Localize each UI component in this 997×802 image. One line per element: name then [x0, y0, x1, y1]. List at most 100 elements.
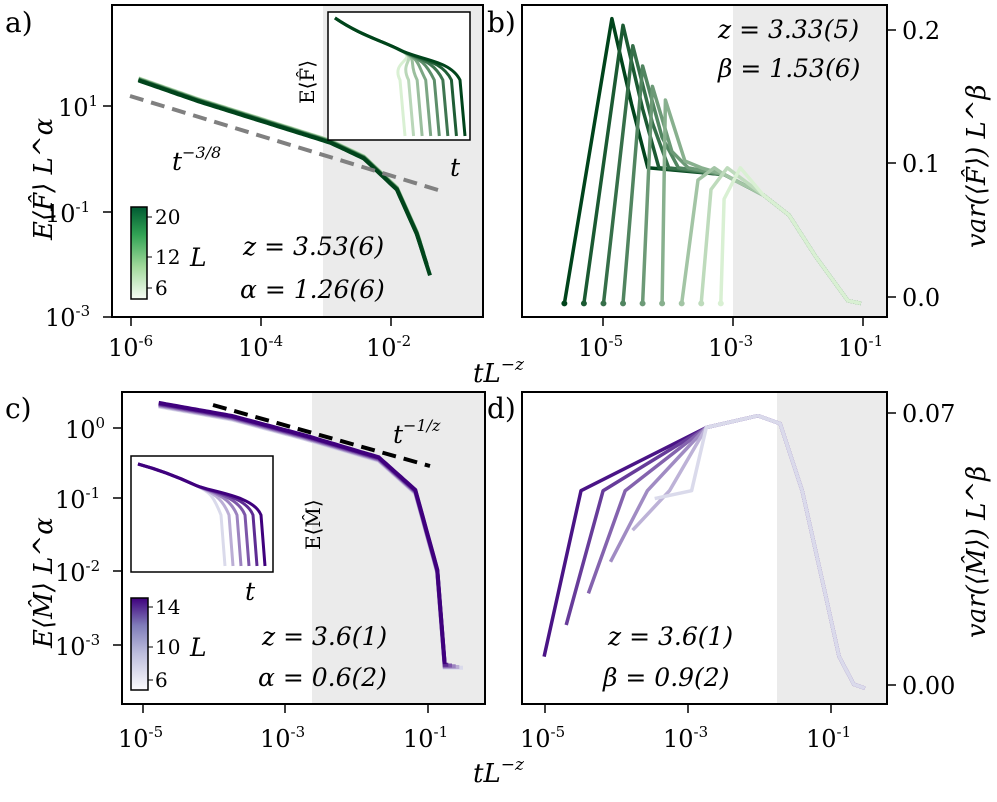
panel-a: a) 101 10-1 10-3 10-6 10-4 10-2 E⟨F̂⟩ L^…: [5, 4, 484, 362]
panel-b-start-5: [639, 300, 646, 307]
panel-a-ytick-1: 101: [58, 92, 98, 122]
panel-d-xtick-3: 10-1: [806, 723, 851, 753]
panel-c-ytick-3: 10-2: [55, 557, 100, 587]
panel-b-beta: β = 1.53(6): [717, 54, 860, 83]
panel-d-ytick-2: 0.00: [902, 672, 955, 700]
panel-d-xtick-1: 10-5: [520, 723, 565, 753]
panel-d-ylabel: var(⟨M̂⟩) L^β: [961, 466, 992, 638]
panel-d-xtick-2: 10-3: [663, 723, 708, 753]
panel-c-xticks: 10-5 10-3 10-1: [118, 704, 448, 753]
panel-b-start-2: [580, 300, 587, 307]
panel-c-cbar-tick-2: 10: [155, 635, 180, 659]
panel-a-xtick-2: 10-4: [238, 332, 283, 362]
panel-a-ylabel: E⟨F̂⟩ L^α: [28, 117, 59, 241]
panel-b-start-4: [620, 300, 627, 307]
panel-b-ytick-3: 0.0: [902, 284, 940, 312]
panel-d-frame: [521, 391, 888, 705]
panel-c-reference-line: [212, 403, 431, 468]
panel-b-start-3: [600, 300, 607, 307]
panel-c-inset-curves: [137, 462, 267, 567]
panel-c-ylabel: E⟨M̂⟩ L^α: [28, 517, 59, 649]
panel-b-xtick-2: 10-3: [708, 332, 753, 362]
panel-a-reference-line: [129, 94, 439, 192]
panel-a-cbar-tick-1: 20: [155, 205, 180, 229]
panel-c-xtick-3: 10-1: [403, 723, 448, 753]
panel-a-xtick-3: 10-2: [366, 332, 411, 362]
panel-a-inset-series-8: [334, 16, 467, 137]
panel-a-curves: [137, 76, 432, 277]
panel-c-colorbar: 14 10 6 L: [130, 595, 207, 692]
panel-a-inset-curves: [334, 16, 467, 137]
panel-c-ytick-4: 10-3: [55, 631, 100, 661]
panel-c-inset: E⟨M̂⟩ t: [130, 455, 325, 606]
panel-c-curves: [158, 400, 463, 670]
panel-b-start-7: [678, 300, 685, 307]
panel-d-curves: [542, 413, 866, 690]
panel-c-inset-series-6: [137, 462, 267, 567]
panel-d-beta: β = 0.9(2): [602, 663, 729, 692]
panel-b-xtick-1: 10-5: [578, 332, 623, 362]
panel-c-xtick-2: 10-3: [260, 723, 305, 753]
panel-a-z: z = 3.53(6): [242, 232, 384, 261]
panel-c-cbar-tick-1: 14: [155, 595, 180, 619]
panel-b-series-9: [719, 166, 862, 306]
panel-a-xticks: 10-6 10-4 10-2: [108, 317, 411, 362]
panel-c-ytick-1: 100: [65, 414, 105, 444]
panel-d-z: z = 3.6(1): [607, 622, 733, 651]
panel-b-label: b): [487, 6, 516, 39]
panel-d: d) 0.07 0.00 10-5 10-3 10-1 var(⟨M̂⟩) L^…: [487, 391, 992, 753]
panel-b-curves: [561, 16, 862, 307]
panel-a-ytick-2: 10-1: [45, 198, 90, 228]
panel-c-inset-xlabel: t: [245, 577, 256, 606]
panel-a-xtick-1: 10-6: [108, 332, 153, 362]
panel-a-powerlaw: t−3/8: [172, 143, 221, 176]
panel-c: c) 100 10-1 10-2 10-3 10-5 10-3 10-1 E⟨M…: [5, 391, 486, 753]
panel-c-z: z = 3.6(1): [261, 622, 387, 651]
panel-a-frame: [111, 4, 484, 318]
panel-c-yticks: 100 10-1 10-2 10-3: [55, 414, 122, 661]
panel-b-z: z = 3.33(5): [717, 15, 859, 44]
panel-b-frame: [521, 4, 888, 318]
panel-a-cbar-tick-2: 12: [155, 245, 180, 269]
panel-a-inset-xlabel: t: [450, 153, 461, 182]
panel-a-alpha: α = 1.26(6): [240, 275, 385, 304]
panel-b-start-1: [561, 300, 568, 307]
panel-d-shade: [777, 392, 887, 704]
panel-b-yticks: 0.2 0.1 0.0: [887, 17, 940, 312]
panel-c-cbar-label: L: [189, 633, 207, 662]
panel-b-start-6: [659, 300, 666, 307]
panel-b-shade: [733, 5, 887, 317]
panel-a-yticks: 101 10-1 10-3: [45, 92, 112, 332]
panel-b-ytick-2: 0.1: [902, 150, 940, 178]
panel-b-ytick-1: 0.2: [902, 17, 940, 45]
panel-a-series-8: [137, 78, 432, 277]
panel-a-inset-ylabel: E⟨F̂⟩: [295, 60, 319, 104]
panel-c-frame: [121, 391, 486, 705]
x-axis-label-top: tL−z: [473, 355, 525, 389]
panel-a-label: a): [5, 6, 33, 39]
panel-c-xtick-1: 10-5: [118, 723, 163, 753]
panel-b-xticks: 10-5 10-3 10-1: [578, 317, 883, 362]
panel-d-label: d): [487, 392, 516, 425]
panel-a-ytick-3: 10-3: [45, 302, 90, 332]
panel-d-yticks: 0.07 0.00: [887, 400, 955, 700]
panel-d-xticks: 10-5 10-3 10-1: [520, 704, 851, 753]
panel-b-xtick-3: 10-1: [838, 332, 883, 362]
panel-c-alpha: α = 0.6(2): [258, 663, 387, 692]
panel-a-cbar-label: L: [189, 243, 207, 272]
panel-b-start-9: [717, 300, 724, 307]
x-axis-label-bottom: tL−z: [473, 755, 525, 789]
panel-c-inset-ylabel: E⟨M̂⟩: [301, 499, 325, 550]
panel-b-ylabel: var(⟨F̂⟩) L^β: [961, 84, 992, 248]
panel-a-colorbar: 20 12 6 L: [130, 205, 207, 300]
panel-c-series-6: [158, 400, 447, 665]
panel-a-inset: E⟨F̂⟩ t: [295, 11, 471, 182]
panel-b-start-8: [698, 300, 705, 307]
panel-c-ytick-2: 10-1: [55, 484, 100, 514]
panel-a-cbar-tick-3: 6: [155, 276, 168, 300]
panel-b: b) 0.2 0.1 0.0 10-5 10-3 10-1 var(⟨F̂⟩) …: [487, 4, 992, 362]
panel-d-series-6: [654, 413, 866, 690]
panel-d-ytick-1: 0.07: [902, 400, 955, 428]
panel-c-cbar-tick-3: 6: [155, 668, 168, 692]
